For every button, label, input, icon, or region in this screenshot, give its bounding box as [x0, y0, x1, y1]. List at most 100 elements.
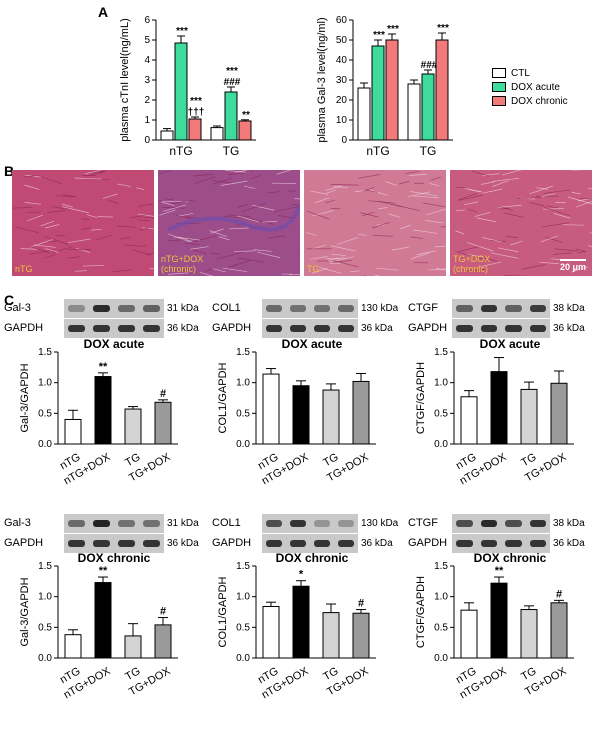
significance-label: *** — [387, 24, 399, 35]
panel-label-a: A — [98, 4, 109, 20]
fiber-stroke — [553, 252, 573, 255]
blot-kda-label: 31 kDa — [167, 518, 199, 529]
blot-protein-label: Gal-3 — [4, 302, 31, 314]
fiber-stroke — [472, 170, 490, 177]
blot-band — [505, 520, 522, 527]
fiber-stroke — [169, 199, 195, 205]
fiber-stroke — [545, 236, 563, 243]
y-tick-label: 1.5 — [38, 561, 52, 572]
fiber-stroke — [61, 206, 89, 214]
blot-row-target: Gal-3 31 kDa — [4, 514, 214, 533]
significance-label: # — [160, 606, 166, 618]
y-tick-label: 1.0 — [434, 592, 448, 603]
y-tick-label: 1.0 — [236, 592, 250, 603]
bar — [460, 609, 478, 659]
bar — [490, 371, 508, 445]
blot-band — [314, 325, 330, 332]
fiber-stroke — [325, 199, 336, 204]
fiber-stroke — [332, 260, 359, 268]
blot-protein-label: GAPDH — [408, 537, 448, 549]
fiber-stroke — [435, 268, 446, 271]
fiber-stroke — [257, 251, 281, 259]
y-tick-label: 5 — [144, 35, 150, 46]
fiber-stroke — [440, 226, 446, 228]
fiber-stroke — [329, 256, 354, 263]
fiber-stroke — [529, 185, 554, 195]
fiber-stroke — [360, 212, 379, 218]
y-axis-label: plasma cTnI level(ng/mL) — [119, 18, 131, 142]
fiber-stroke — [510, 240, 523, 246]
bar — [421, 73, 435, 141]
blot-protein-label: COL1 — [212, 517, 241, 529]
fiber-stroke — [51, 206, 65, 209]
bar — [64, 418, 82, 445]
blot-band — [480, 520, 497, 527]
blot-protein-label: GAPDH — [4, 322, 44, 334]
blot-row-gapdh: GAPDH 36 kDa — [408, 534, 595, 553]
chart-title: DOX chronic — [276, 551, 349, 565]
blot-band — [480, 305, 497, 312]
fiber-stroke — [358, 233, 367, 236]
blot-row-target: CTGF 38 kDa — [408, 299, 595, 318]
fiber-stroke — [68, 256, 80, 259]
fiber-stroke — [102, 193, 118, 199]
fiber-stroke — [542, 208, 564, 210]
significance-label: ** — [99, 361, 108, 373]
significance-label: *** — [373, 30, 385, 41]
y-axis-label: COL1/GAPDH — [217, 362, 229, 433]
fiber-stroke — [194, 176, 216, 184]
bar — [210, 127, 224, 141]
fiber-stroke — [23, 175, 36, 178]
blot-band — [266, 305, 282, 312]
bar — [322, 389, 340, 445]
blot-row-target: Gal-3 31 kDa — [4, 299, 214, 318]
y-tick-label: 0.0 — [38, 653, 52, 664]
blot-protein-label: GAPDH — [212, 322, 252, 334]
x-tick-label: TG — [420, 144, 437, 158]
blot-kda-label: 36 kDa — [553, 538, 585, 549]
legend-label-dox-chronic: DOX chronic — [511, 95, 568, 107]
fiber-stroke — [416, 250, 437, 255]
fiber-stroke — [467, 242, 494, 252]
fiber-stroke — [543, 189, 571, 194]
fiber-stroke — [492, 177, 520, 182]
fiber-stroke — [424, 220, 444, 224]
significance-label: *** — [190, 96, 202, 107]
scale-bar-label: 20 μm — [559, 262, 587, 272]
fiber-stroke — [391, 246, 409, 251]
fiber-stroke — [267, 235, 286, 239]
significance-label: # — [358, 598, 364, 610]
fiber-stroke — [161, 201, 175, 206]
blot-band — [68, 325, 85, 332]
blot-band — [93, 540, 110, 547]
fiber-stroke — [44, 236, 70, 245]
legend-swatch-dox-chronic — [492, 96, 506, 106]
fiber-stroke — [107, 199, 119, 204]
y-tick-label: 1.0 — [38, 592, 52, 603]
y-tick-label: 0.0 — [236, 653, 250, 664]
micrograph-ntg-dox-chronic: nTG+DOX (chronic) — [158, 170, 300, 276]
y-tick-label: 1.5 — [236, 561, 250, 572]
fiber-stroke — [20, 248, 38, 250]
fiber-stroke — [242, 202, 267, 213]
fiber-stroke — [276, 170, 292, 175]
micrograph-ntg: nTG — [12, 170, 154, 276]
fiber-stroke — [249, 217, 274, 225]
fiber-stroke — [375, 267, 399, 271]
fiber-stroke — [47, 210, 66, 213]
blot-row-target: CTGF 38 kDa — [408, 514, 595, 533]
blot-band — [480, 325, 497, 332]
fiber-stroke — [413, 195, 440, 199]
fiber-stroke — [235, 170, 247, 173]
fiber-stroke — [27, 214, 43, 222]
fiber-stroke — [55, 195, 75, 197]
y-axis-label: CTGF/GAPDH — [415, 576, 427, 648]
fiber-stroke — [159, 209, 176, 216]
fiber-stroke — [168, 238, 192, 242]
fiber-stroke — [26, 211, 40, 214]
y-tick-label: 20 — [336, 95, 348, 106]
x-tick-label: nTG — [366, 144, 389, 158]
blot-kda-label: 130 kDa — [361, 518, 399, 529]
blot-band — [266, 325, 282, 332]
significance-label: *** — [437, 23, 449, 34]
